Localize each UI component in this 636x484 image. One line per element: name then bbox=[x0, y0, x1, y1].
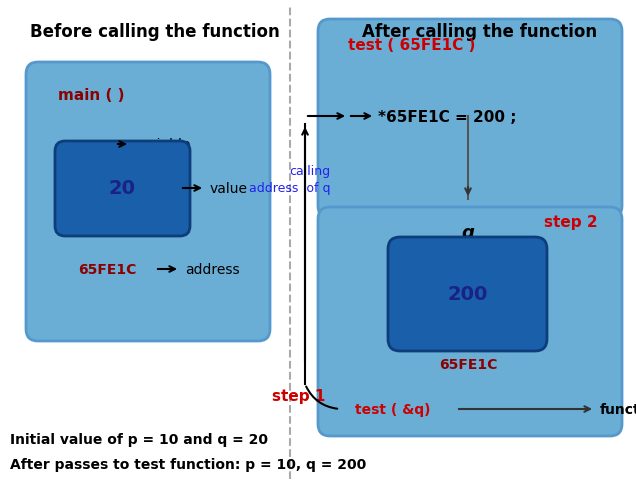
Text: *65FE1C = 200 ;: *65FE1C = 200 ; bbox=[378, 109, 516, 124]
Text: test ( &q): test ( &q) bbox=[355, 402, 431, 416]
FancyBboxPatch shape bbox=[55, 142, 190, 237]
Text: variable: variable bbox=[135, 138, 191, 151]
Text: 20: 20 bbox=[109, 179, 135, 198]
Text: Before calling the function: Before calling the function bbox=[30, 23, 280, 41]
Text: 65FE1C: 65FE1C bbox=[439, 357, 497, 371]
Text: 200: 200 bbox=[448, 285, 488, 304]
Text: After passes to test function: p = 10, q = 200: After passes to test function: p = 10, q… bbox=[10, 457, 366, 471]
FancyBboxPatch shape bbox=[388, 238, 547, 351]
Text: After calling the function: After calling the function bbox=[363, 23, 598, 41]
Text: step 1: step 1 bbox=[272, 389, 325, 404]
Text: q: q bbox=[93, 136, 106, 154]
FancyBboxPatch shape bbox=[318, 20, 622, 219]
Text: step 2: step 2 bbox=[544, 215, 598, 230]
FancyBboxPatch shape bbox=[318, 208, 622, 436]
Text: value: value bbox=[210, 182, 248, 196]
Text: calling
address  of q: calling address of q bbox=[249, 165, 330, 195]
Text: Initial value of p = 10 and q = 20: Initial value of p = 10 and q = 20 bbox=[10, 432, 268, 446]
Text: test ( 65FE1C ): test ( 65FE1C ) bbox=[348, 37, 475, 52]
Text: q: q bbox=[462, 224, 474, 242]
Text: main ( ): main ( ) bbox=[58, 87, 125, 102]
Text: address: address bbox=[185, 262, 240, 276]
Text: function: function bbox=[600, 402, 636, 416]
FancyBboxPatch shape bbox=[26, 63, 270, 341]
Text: 65FE1C: 65FE1C bbox=[78, 262, 136, 276]
